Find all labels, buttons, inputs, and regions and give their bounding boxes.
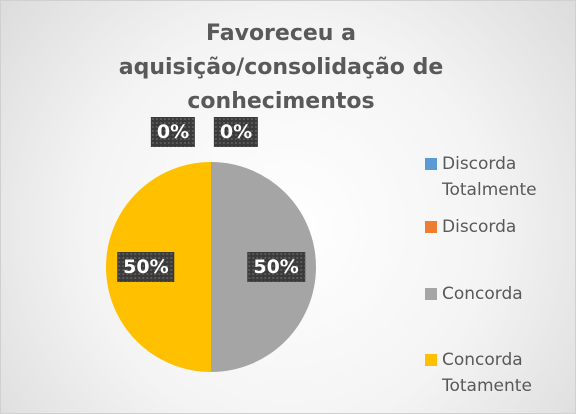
legend-label: Concorda [442, 284, 523, 304]
legend-entry: Discorda [425, 214, 567, 240]
legend-label: Concorda Totamente [442, 350, 532, 396]
data-label: 0% [150, 117, 196, 147]
legend-label: Discorda Totalmente [442, 154, 537, 200]
data-label: 50% [117, 252, 175, 282]
data-label: 50% [247, 252, 305, 282]
legend-swatch [425, 354, 437, 366]
chart-title: Favoreceu a aquisição/consolidação de co… [118, 21, 444, 114]
legend-entry: Discorda Totalmente [425, 151, 567, 203]
legend-entry: Concorda [425, 281, 567, 307]
legend-label: Discorda [442, 217, 517, 237]
data-label: 0% [213, 117, 259, 147]
legend-entry: Concorda Totamente [425, 347, 567, 399]
legend-swatch [425, 158, 437, 170]
legend-swatch [425, 288, 437, 300]
legend-swatch [425, 221, 437, 233]
